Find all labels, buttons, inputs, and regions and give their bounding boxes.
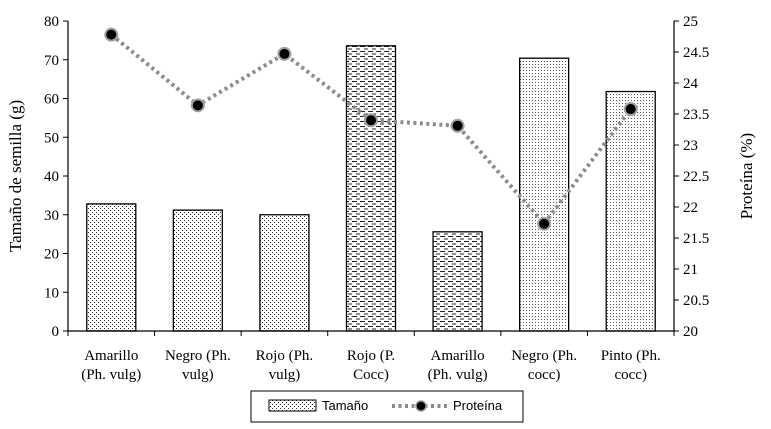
- x-category-label: Negro (Ph. vulg): [165, 348, 231, 383]
- y-right-tick-label: 22.5: [683, 169, 709, 185]
- y-right-tick-label: 22: [683, 200, 698, 216]
- protein-point-6: [537, 216, 552, 231]
- bars-layer: [86, 45, 656, 332]
- x-category-label: Rojo (P. Cocc): [347, 348, 395, 383]
- y-left-tick-label: 40: [44, 169, 59, 185]
- protein-point-5: [450, 118, 465, 133]
- bar-tamano-3: [259, 214, 310, 332]
- y-left-tick-label: 80: [44, 14, 59, 30]
- bar-tamano-4: [345, 45, 397, 332]
- y-right-tick-label: 25: [683, 14, 698, 30]
- x-category-label: Rojo (Ph. vulg): [256, 348, 314, 383]
- protein-point-1: [104, 27, 119, 42]
- legend-marker-proteina: [415, 400, 427, 412]
- x-category-label: Amarillo (Ph. vulg): [428, 348, 488, 383]
- protein-point-7: [623, 102, 638, 117]
- legend-label-tamano: Tamaño: [322, 398, 368, 413]
- y-left-tick-label: 10: [44, 285, 59, 301]
- y-right-tick-label: 24.5: [683, 45, 709, 61]
- legend-swatch-tamano: [268, 399, 317, 412]
- y-left-tick-label: 30: [44, 208, 59, 224]
- y-right-tick-label: 20: [683, 324, 698, 340]
- x-category-label: Pinto (Ph. cocc): [601, 348, 661, 383]
- x-category-label: Amarillo (Ph. vulg): [81, 348, 141, 383]
- protein-point-2: [190, 98, 205, 113]
- y-right-tick-label: 20.5: [683, 293, 709, 309]
- bar-tamano-1: [86, 203, 137, 332]
- legend: Tamaño Proteína: [250, 390, 524, 423]
- y-right-tick-label: 21.5: [683, 231, 709, 247]
- axes-layer: 0 10 20 30 40 50 60 70 80 20 20.5 21 21.5 22 22.5 23 23.…: [44, 14, 709, 383]
- y-left-tick-label: 20: [44, 247, 59, 263]
- y-left-tick-label: 60: [44, 92, 59, 108]
- y-right-tick-label: 23: [683, 138, 698, 154]
- legend-label-proteina: Proteína: [453, 398, 503, 413]
- bar-tamano-6: [518, 57, 570, 332]
- y-left-tick-label: 50: [44, 130, 59, 146]
- y-axis-left-title: Tamaño de semilla (g): [6, 100, 25, 252]
- y-right-tick-label: 21: [683, 262, 698, 278]
- protein-point-3: [277, 46, 292, 61]
- protein-point-4: [364, 113, 378, 128]
- bar-tamano-7: [605, 90, 656, 332]
- y-left-tick-label: 70: [44, 53, 59, 69]
- y-left-tick-label: 0: [52, 324, 60, 340]
- y-axis-right-title: Proteína (%): [737, 133, 756, 219]
- protein-line-layer: [104, 27, 638, 231]
- y-right-tick-label: 24: [683, 76, 699, 92]
- bar-tamano-5: [432, 231, 483, 332]
- bar-tamano-2: [172, 209, 224, 332]
- y-right-tick-label: 23.5: [683, 107, 709, 123]
- x-category-label: Negro (Ph. cocc): [511, 348, 577, 383]
